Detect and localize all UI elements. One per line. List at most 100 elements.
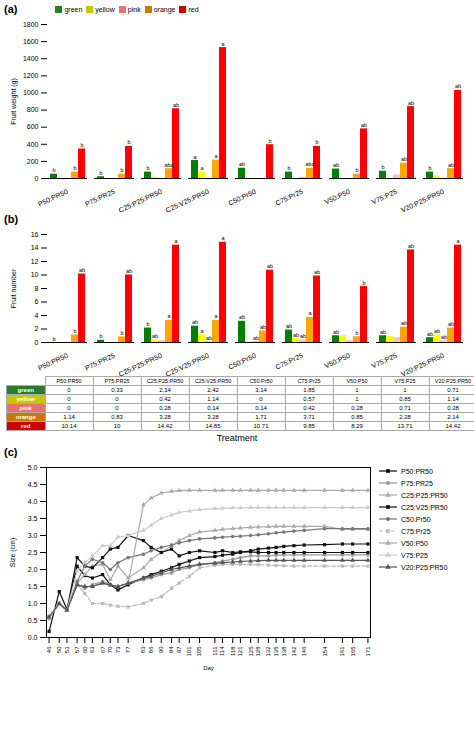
svg-text:b: b [120, 167, 123, 173]
svg-text:ab: ab [427, 331, 433, 337]
svg-text:C75:Pr25: C75:Pr25 [274, 352, 304, 371]
svg-text:a: a [200, 165, 204, 171]
svg-text:ab: ab [441, 334, 447, 340]
svg-text:P50:PR50: P50:PR50 [37, 188, 69, 208]
svg-text:ab: ab [239, 314, 245, 320]
svg-text:200: 200 [27, 158, 39, 165]
svg-text:132: 132 [265, 646, 271, 657]
svg-text:70: 70 [107, 646, 113, 653]
svg-text:8: 8 [35, 285, 39, 292]
svg-text:b: b [146, 321, 149, 327]
svg-text:83: 83 [140, 646, 146, 653]
svg-text:V75:P25: V75:P25 [371, 188, 398, 206]
svg-text:12: 12 [31, 258, 39, 265]
svg-text:57: 57 [74, 646, 80, 653]
svg-text:b: b [52, 167, 55, 173]
svg-text:b: b [362, 280, 365, 286]
svg-text:10: 10 [31, 271, 39, 278]
svg-text:2.5: 2.5 [28, 549, 38, 556]
svg-text:60: 60 [82, 646, 88, 653]
svg-text:600: 600 [27, 123, 39, 130]
svg-text:a: a [174, 238, 178, 244]
svg-text:abc: abc [165, 162, 174, 168]
svg-text:ab: ab [286, 323, 292, 329]
svg-text:800: 800 [27, 106, 39, 113]
svg-text:1600: 1600 [23, 38, 39, 45]
svg-text:165: 165 [350, 646, 356, 657]
svg-text:5.0: 5.0 [28, 464, 38, 471]
svg-text:a: a [456, 238, 460, 244]
svg-text:ab: ab [314, 269, 320, 275]
svg-text:90: 90 [158, 646, 164, 653]
svg-text:63: 63 [89, 646, 95, 653]
svg-text:b: b [355, 167, 358, 173]
svg-text:C50:Pr50: C50:Pr50 [227, 188, 257, 207]
svg-text:77: 77 [125, 646, 131, 653]
svg-text:ab: ab [408, 100, 414, 106]
svg-text:C25:V25:PR50: C25:V25:PR50 [165, 188, 210, 212]
svg-text:ab: ab [152, 333, 158, 339]
svg-text:94: 94 [168, 646, 174, 653]
svg-text:121: 121 [237, 646, 243, 657]
svg-text:128: 128 [255, 646, 261, 657]
svg-text:ab: ab [455, 83, 461, 89]
svg-text:154: 154 [321, 646, 327, 657]
svg-text:b: b [428, 165, 431, 171]
svg-text:a: a [308, 310, 312, 316]
svg-text:16: 16 [31, 231, 39, 238]
svg-text:b: b [52, 336, 55, 342]
svg-text:2.0: 2.0 [28, 566, 38, 573]
svg-text:ab: ab [192, 319, 198, 325]
svg-text:a: a [221, 41, 225, 47]
svg-text:4.5: 4.5 [28, 481, 38, 488]
svg-text:161: 161 [339, 646, 345, 657]
svg-text:a: a [193, 154, 197, 160]
svg-text:ab: ab [448, 162, 454, 168]
svg-text:a: a [221, 235, 225, 241]
svg-text:a: a [214, 153, 218, 159]
svg-text:1.0: 1.0 [28, 600, 38, 607]
svg-text:125: 125 [248, 646, 254, 657]
svg-text:53: 53 [64, 646, 70, 653]
svg-text:171: 171 [365, 646, 371, 657]
svg-text:ab: ab [448, 321, 454, 327]
svg-text:ab: ab [239, 161, 245, 167]
svg-text:ab: ab [260, 324, 266, 330]
svg-text:V50:P50: V50:P50 [324, 352, 351, 370]
svg-text:ab: ab [300, 333, 306, 339]
svg-text:b: b [120, 330, 123, 336]
svg-text:b: b [146, 165, 149, 171]
svg-text:P75:PR25: P75:PR25 [84, 188, 116, 208]
svg-text:111: 111 [212, 646, 218, 656]
svg-text:ab: ab [253, 335, 259, 341]
svg-text:b: b [80, 142, 83, 148]
svg-text:b: b [381, 164, 384, 170]
svg-text:C25:V25:PR50: C25:V25:PR50 [165, 352, 210, 376]
svg-text:Size (cm): Size (cm) [9, 538, 17, 568]
svg-text:400: 400 [27, 141, 39, 148]
svg-text:V75:P25: V75:P25 [371, 352, 398, 370]
svg-text:ab: ab [408, 243, 414, 249]
svg-text:101: 101 [186, 646, 192, 657]
svg-text:114: 114 [219, 646, 225, 656]
svg-text:105: 105 [196, 646, 202, 657]
svg-text:1200: 1200 [23, 72, 39, 79]
svg-text:a: a [200, 328, 204, 334]
svg-text:0.5: 0.5 [28, 617, 38, 624]
svg-text:ab: ab [267, 263, 273, 269]
svg-text:1400: 1400 [23, 55, 39, 62]
svg-text:b: b [287, 165, 290, 171]
svg-text:118: 118 [230, 646, 236, 656]
svg-text:ab: ab [333, 329, 339, 335]
svg-text:b: b [99, 170, 102, 176]
svg-text:97: 97 [176, 646, 182, 653]
svg-text:1.5: 1.5 [28, 583, 38, 590]
svg-text:V20:P25:PR50: V20:P25:PR50 [400, 352, 445, 376]
svg-text:67: 67 [100, 646, 106, 653]
svg-text:ab: ab [206, 335, 212, 341]
svg-text:ab: ab [380, 329, 386, 335]
svg-text:Fruit weight (g): Fruit weight (g) [10, 78, 18, 125]
svg-text:4.0: 4.0 [28, 498, 38, 505]
svg-text:ab: ab [434, 328, 440, 334]
svg-text:V20:P25:PR50: V20:P25:PR50 [400, 188, 445, 212]
